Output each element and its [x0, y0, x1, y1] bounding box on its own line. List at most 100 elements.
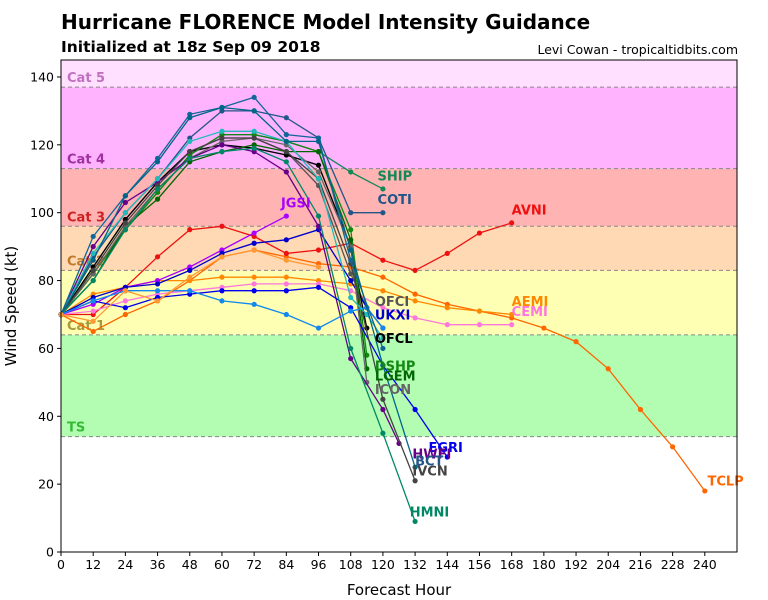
data-point-aemi: [380, 288, 386, 294]
data-point-unlabeled-20: [154, 159, 161, 165]
data-point-hmni: [251, 145, 257, 151]
data-point-unlabeled-20: [187, 115, 193, 121]
data-point-aemi: [219, 274, 225, 280]
series-label-tclp: TCLP: [707, 475, 743, 490]
band-cat-3: [61, 168, 737, 227]
data-point-aemi: [412, 298, 418, 304]
series-label-coti: COTI: [378, 193, 412, 208]
data-point-lgem: [154, 196, 161, 202]
series-unlabeled-21: [58, 247, 322, 324]
data-point-hwfi: [380, 406, 386, 413]
data-point-avni: [219, 223, 225, 229]
data-point-egri: [251, 288, 257, 294]
data-point-coti: [283, 115, 289, 121]
series-label-cemi: CEMI: [512, 305, 548, 320]
data-point-unlabeled-21: [187, 274, 193, 280]
data-point-hmni: [315, 213, 322, 219]
x-tick-label: 132: [403, 557, 427, 572]
band-cat-4: [61, 87, 737, 169]
data-point-ivcn: [412, 478, 418, 484]
axes: 0 12 24 36 48 60 72 84 96 108 120 132 144 156 168 180 19…: [30, 59, 738, 572]
data-point-unlabeled-21: [219, 254, 225, 260]
x-tick-label: 168: [500, 557, 524, 572]
data-point-avni: [315, 247, 322, 253]
data-point-unlabeled-18: [187, 138, 193, 145]
data-point-hmni: [348, 345, 354, 352]
data-point-hmni: [154, 186, 161, 192]
series-label-hwfi: HWFI: [412, 448, 451, 463]
series-avni: [58, 220, 515, 318]
data-point-unlabeled-17: [315, 325, 322, 331]
data-point-egri: [444, 454, 450, 460]
series-line-unlabeled-17: [60, 290, 384, 329]
data-point-hwfi: [122, 199, 128, 206]
data-point-hwfi: [90, 244, 96, 250]
category-label-cat-3: Cat 3: [67, 210, 105, 225]
data-point-ukxi: [251, 240, 257, 246]
data-point-avni: [444, 250, 450, 257]
data-point-hmni: [219, 149, 225, 155]
data-point-icon: [315, 169, 322, 175]
data-point-unlabeled-17: [154, 288, 161, 294]
data-point-unlabeled-17: [348, 308, 354, 314]
data-point-unlabeled-21: [154, 298, 161, 304]
data-point-tclp: [541, 325, 547, 331]
data-point-unlabeled-17: [187, 288, 193, 294]
series-line-unlabeled-20: [60, 106, 416, 468]
data-point-tclp: [380, 274, 386, 280]
data-point-cemi: [90, 308, 96, 314]
category-bands: [61, 60, 737, 437]
data-point-egri: [412, 406, 418, 413]
data-point-unlabeled-20: [412, 464, 418, 470]
data-point-tclp: [702, 488, 708, 494]
data-point-avni: [187, 227, 193, 233]
data-point-aemi: [509, 311, 515, 318]
data-point-egri: [315, 284, 322, 290]
data-point-ukxi: [348, 277, 354, 284]
data-point-unlabeled-20: [380, 362, 386, 368]
data-point-unlabeled-18: [251, 128, 257, 134]
data-point-coti: [380, 210, 386, 216]
y-tick-label: 20: [38, 477, 54, 492]
data-point-unlabeled-21: [283, 257, 289, 263]
data-point-unlabeled-21: [315, 264, 322, 270]
data-point-lgem: [348, 237, 354, 243]
data-point-dshp: [348, 227, 354, 233]
x-tick-label: 0: [57, 557, 65, 572]
data-point-ukxi: [283, 237, 289, 243]
x-tick-label: 240: [693, 557, 717, 572]
x-tick-label: 36: [150, 557, 166, 572]
x-tick-label: 48: [182, 557, 198, 572]
data-point-hwfi: [283, 169, 289, 175]
data-point-hmni: [412, 518, 418, 525]
data-point-tclp: [412, 291, 418, 297]
data-point-hwfi: [219, 142, 225, 148]
y-tick-label: 120: [30, 137, 54, 152]
data-point-unlabeled-18: [219, 128, 225, 134]
x-tick-label: 228: [661, 557, 685, 572]
series-label-ofcl: OFCL: [375, 332, 413, 347]
series-line-hwfi: [60, 144, 400, 444]
data-point-aemi: [476, 308, 483, 314]
data-point-unlabeled-21: [90, 318, 96, 324]
data-point-hmni: [380, 430, 386, 436]
data-point-avni: [154, 254, 161, 260]
x-tick-label: 120: [371, 557, 395, 572]
data-point-aemi: [283, 274, 289, 280]
series-label-egri: EGRI: [429, 441, 463, 456]
data-point-unlabeled-21: [122, 288, 128, 294]
data-point-egri: [122, 305, 128, 311]
data-point-ivcn: [251, 135, 257, 141]
data-point-unlabeled-18: [348, 294, 354, 301]
data-point-ivcn: [380, 396, 386, 402]
data-point-ivcn: [122, 220, 128, 226]
x-tick-label: 72: [246, 557, 262, 572]
series-lines: [58, 94, 708, 525]
x-tick-label: 204: [596, 557, 620, 572]
data-point-unlabeled-19: [90, 233, 96, 240]
y-tick-label: 40: [38, 409, 54, 424]
data-point-hmni: [90, 277, 96, 284]
data-point-aemi: [251, 274, 257, 280]
x-tick-label: 84: [278, 557, 294, 572]
